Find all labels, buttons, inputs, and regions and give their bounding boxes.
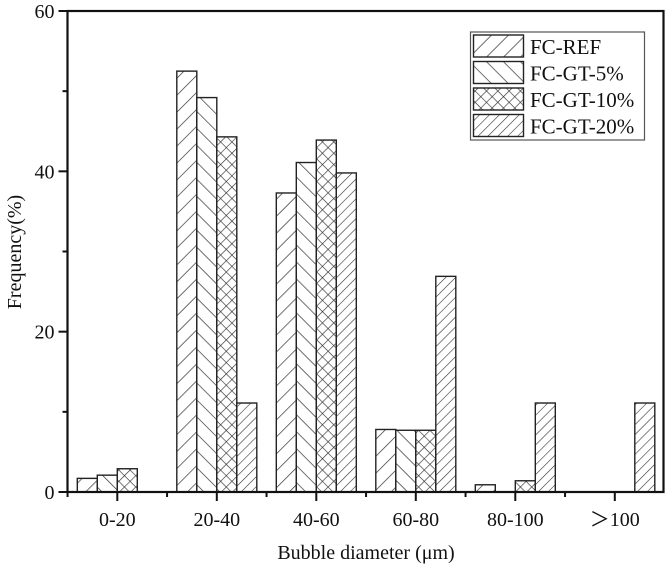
bar-fc-gt-5--0 <box>96 474 119 493</box>
y-tick-label: 0 <box>45 482 55 504</box>
bar-fc-ref-0 <box>76 477 99 493</box>
x-tick-label: 20-40 <box>193 509 240 531</box>
legend-swatch-diagonal-forward-wide <box>472 34 525 58</box>
legend-swatch-diagonal-backward-wide <box>472 60 525 85</box>
legend-label: FC-GT-5% <box>530 62 624 86</box>
legend-swatch-diagonal-forward-dense <box>472 113 525 138</box>
y-tick-label: 40 <box>35 161 55 183</box>
bar-fc-gt-5--3 <box>395 429 417 493</box>
bar-fc-ref-1 <box>176 70 198 493</box>
legend-label: FC-GT-20% <box>530 115 634 139</box>
x-axis-title: Bubble diameter (μm) <box>277 542 454 564</box>
bar-fc-gt-20--5 <box>634 402 656 493</box>
x-tick-label: 0-20 <box>99 509 136 531</box>
x-tick-label: 80-100 <box>487 509 544 531</box>
bar-fc-gt-10--3 <box>415 429 437 493</box>
y-tick-label: 60 <box>35 1 55 23</box>
bar-fc-gt-20--3 <box>435 275 457 493</box>
legend: FC-REF FC-GT-5%FC-GT-10% FC-GT-20% <box>469 31 646 141</box>
bar-fc-gt-10--1 <box>216 136 238 493</box>
bar-fc-gt-20--1 <box>236 402 258 493</box>
bars-group <box>76 70 656 493</box>
bar-fc-ref-2 <box>275 192 297 493</box>
bar-fc-gt-20--4 <box>534 402 556 493</box>
x-tick-label: 60-80 <box>392 509 439 531</box>
bar-fc-gt-10--0 <box>116 468 139 493</box>
bar-fc-gt-5--1 <box>196 96 218 493</box>
bar-fc-ref-3 <box>375 428 397 493</box>
y-axis: 0 20 40 60 <box>35 1 68 504</box>
bar-fc-gt-5--2 <box>295 161 317 493</box>
bar-fc-gt-20--2 <box>335 172 357 493</box>
legend-label: FC-REF <box>530 35 601 59</box>
x-tick-label: ＞100 <box>590 509 640 531</box>
legend-swatch-crosshatch <box>472 87 525 111</box>
x-tick-label: 40-60 <box>293 509 340 531</box>
bar-fc-gt-10--2 <box>315 139 337 493</box>
y-axis-title: Frequency(%) <box>4 195 26 309</box>
bar-fc-gt-10--4 <box>514 480 536 493</box>
y-tick-label: 20 <box>35 322 55 344</box>
legend-label: FC-GT-10% <box>530 88 634 112</box>
x-axis: 0-20 20-40 40-60 60-80 80-100 ＞100 <box>66 492 640 531</box>
